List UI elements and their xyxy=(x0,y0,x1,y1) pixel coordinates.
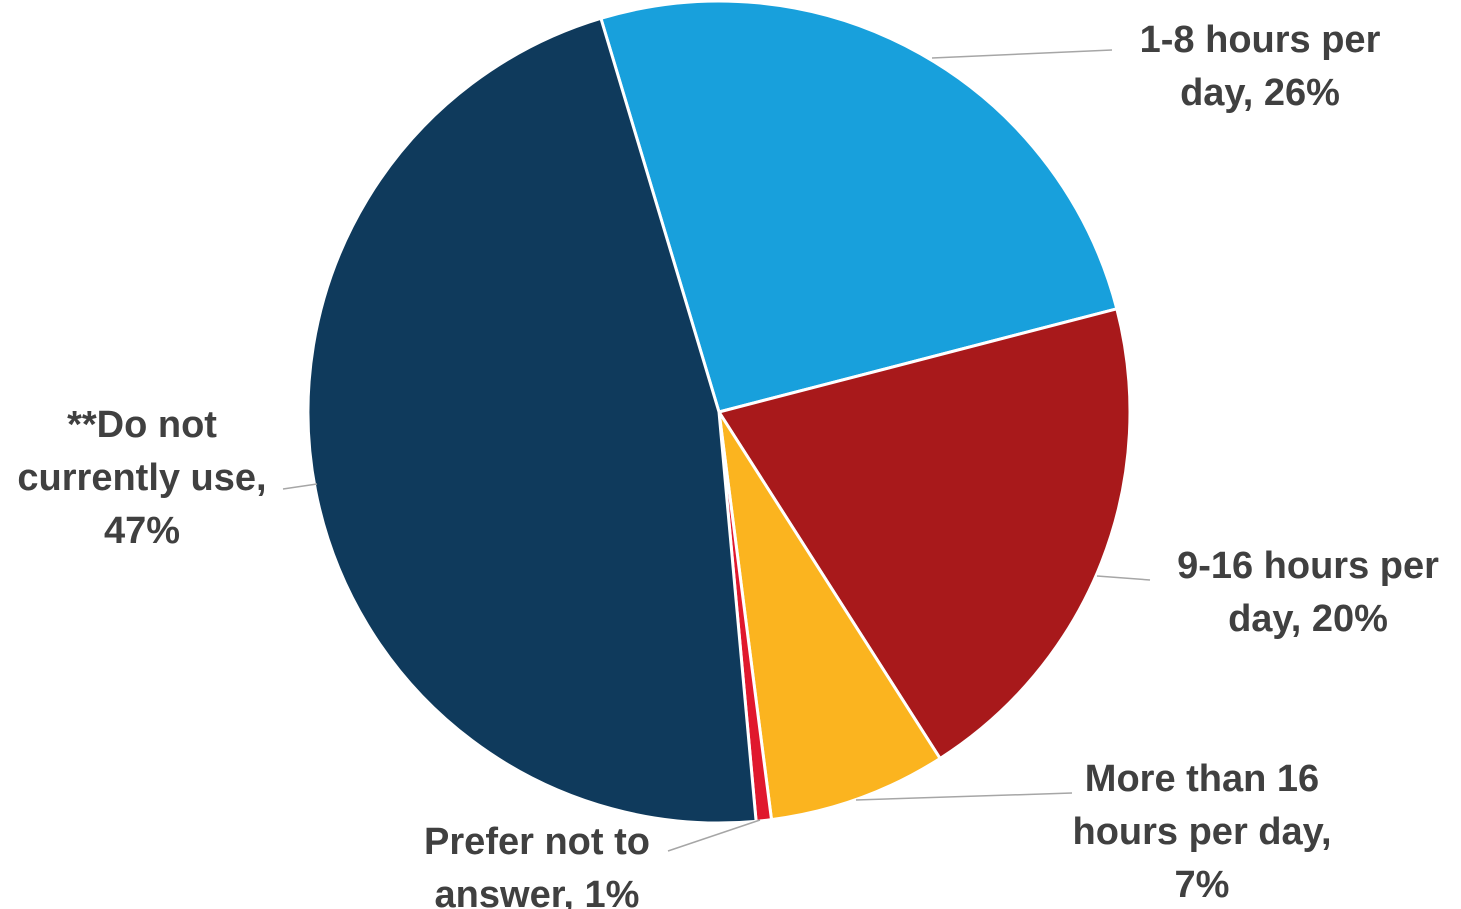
data-label-line: Prefer not to xyxy=(424,821,650,863)
data-label-line: **Do not xyxy=(67,404,217,446)
pie-slice-do-not-currently-use xyxy=(306,16,758,825)
data-label-line: day, 20% xyxy=(1228,598,1388,640)
data-labels: 1-8 hours per day, 26% 9-16 hours per day, … xyxy=(17,19,1439,909)
pie-slice-more-than-16-hours-per-day xyxy=(717,411,943,822)
data-label: **Do not currently use, 47% xyxy=(17,404,266,552)
pie-slices xyxy=(306,0,1132,825)
leader-line xyxy=(667,819,761,852)
data-label-line: 7% xyxy=(1175,864,1230,906)
data-label: More than 16 hours per day, 7% xyxy=(1072,758,1331,906)
data-label-line: More than 16 xyxy=(1085,758,1319,800)
data-label-line: currently use, xyxy=(17,457,266,499)
data-label-line: 1-8 hours per xyxy=(1140,19,1381,61)
leader-line xyxy=(282,483,318,490)
leader-line xyxy=(931,49,1113,59)
data-label-line: 9-16 hours per xyxy=(1177,545,1439,587)
pie-slice-9-16-hours-per-day xyxy=(716,306,1132,761)
data-label-line: hours per day, xyxy=(1072,811,1331,853)
leader-line xyxy=(1096,575,1151,581)
data-label-line: day, 26% xyxy=(1180,72,1340,114)
data-label: 9-16 hours per day, 20% xyxy=(1177,545,1439,640)
data-label-line: 47% xyxy=(104,510,180,552)
data-label: 1-8 hours per day, 26% xyxy=(1140,19,1381,114)
leader-lines xyxy=(282,49,1151,852)
leader-line xyxy=(855,792,1073,801)
pie-slice-1-8-hours-per-day xyxy=(599,0,1119,414)
data-label-line: answer, 1% xyxy=(435,874,640,909)
data-label: Prefer not to answer, 1% xyxy=(424,821,650,909)
